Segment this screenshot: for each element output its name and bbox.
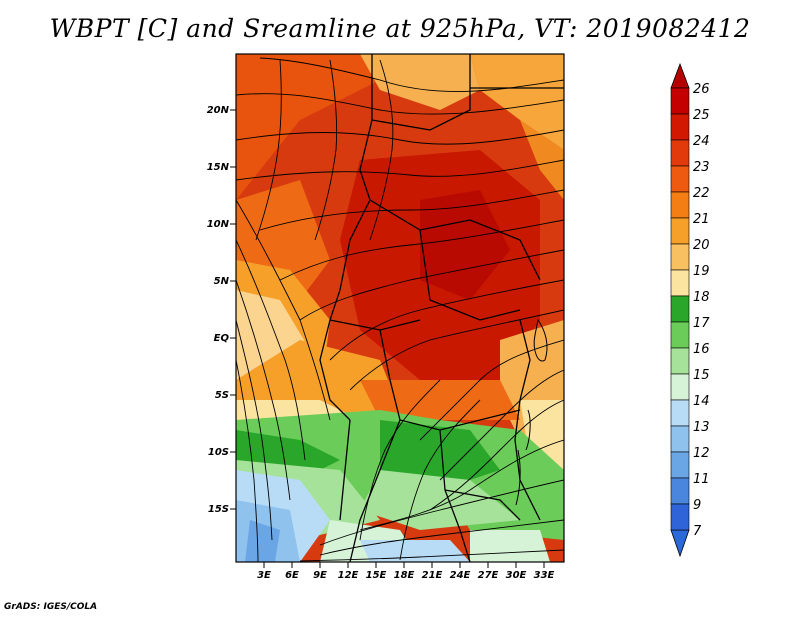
colorbar-level-label: 7 <box>693 524 702 539</box>
coastline <box>515 318 548 506</box>
lat-tick-label: 20N <box>207 105 230 116</box>
lat-tick-label: 15S <box>208 504 229 515</box>
chart-title: WBPT [C] and Sreamline at 925hPa, VT: 20… <box>49 14 751 43</box>
colorbar-swatch <box>670 87 690 115</box>
colorbar-swatch <box>670 477 690 505</box>
colorbar-level-label: 20 <box>693 238 710 253</box>
lat-tick-label: EQ <box>214 333 230 344</box>
colorbar-level-label: 13 <box>693 420 710 435</box>
lon-tick-label: 18E <box>394 570 415 581</box>
colorbar-level-label: 25 <box>693 108 710 123</box>
colorbar-swatch <box>670 321 690 349</box>
colorbar-swatch <box>670 295 690 323</box>
colorbar-level-label: 21 <box>693 212 710 227</box>
colorbar-swatch <box>670 503 690 531</box>
lon-tick-label: 27E <box>478 570 499 581</box>
lat-tick-label: 10S <box>208 447 229 458</box>
lon-tick-label: 6E <box>285 570 299 581</box>
colorbar-level-label: 22 <box>693 186 710 201</box>
colorbar-level-label: 16 <box>693 342 710 357</box>
colorbar-swatch <box>670 399 690 427</box>
colorbar-swatch <box>670 191 690 219</box>
credit-text: GrADS: IGES/COLA <box>4 602 98 612</box>
colorbar-level-label: 14 <box>693 394 710 409</box>
colorbar-level-label: 11 <box>693 472 710 487</box>
colorbar-swatch <box>670 139 690 167</box>
lat-axis: 20N 15N 10N 5N EQ 5S 10S 15S <box>207 105 236 515</box>
colorbar-top-arrow <box>670 62 690 89</box>
lon-tick-label: 30E <box>506 570 527 581</box>
lon-tick-label: 33E <box>534 570 555 581</box>
colorbar-level-label: 26 <box>693 82 710 97</box>
colorbar-level-label: 23 <box>693 160 710 175</box>
colorbar: 26 25 24 23 22 21 20 19 18 17 16 15 14 13 12 11 9 7 <box>670 62 710 558</box>
lon-tick-label: 24E <box>450 570 471 581</box>
lon-tick-label: 9E <box>313 570 327 581</box>
colorbar-swatch <box>670 269 690 297</box>
lon-axis: 3E 6E 9E 12E 15E 18E 21E 24E 27E 30E 33E <box>257 562 555 581</box>
map-panel <box>236 54 564 562</box>
colorbar-level-label: 19 <box>693 264 710 279</box>
colorbar-swatch <box>670 243 690 271</box>
lon-tick-label: 12E <box>338 570 359 581</box>
lon-tick-label: 21E <box>422 570 443 581</box>
colorbar-level-label: 17 <box>693 316 710 331</box>
colorbar-level-label: 12 <box>693 446 710 461</box>
colorbar-swatch <box>670 451 690 479</box>
colorbar-level-label: 9 <box>693 498 701 513</box>
lat-tick-label: 5S <box>215 390 229 401</box>
colorbar-level-label: 15 <box>693 368 710 383</box>
colorbar-swatch <box>670 165 690 193</box>
colorbar-level-label: 24 <box>693 134 710 149</box>
colorbar-bottom-arrow <box>670 529 690 558</box>
colorbar-swatch <box>670 373 690 401</box>
colorbar-swatch <box>670 425 690 453</box>
colorbar-swatch <box>670 347 690 375</box>
lat-tick-label: 5N <box>214 276 230 287</box>
colorbar-swatch <box>670 217 690 245</box>
lon-tick-label: 3E <box>257 570 271 581</box>
colorbar-level-label: 18 <box>693 290 710 305</box>
lat-tick-label: 15N <box>207 162 230 173</box>
colorbar-swatch <box>670 113 690 141</box>
country-borders <box>319 54 564 562</box>
lon-tick-label: 15E <box>366 570 387 581</box>
map-frame <box>235 53 565 563</box>
lat-tick-label: 10N <box>207 219 230 230</box>
